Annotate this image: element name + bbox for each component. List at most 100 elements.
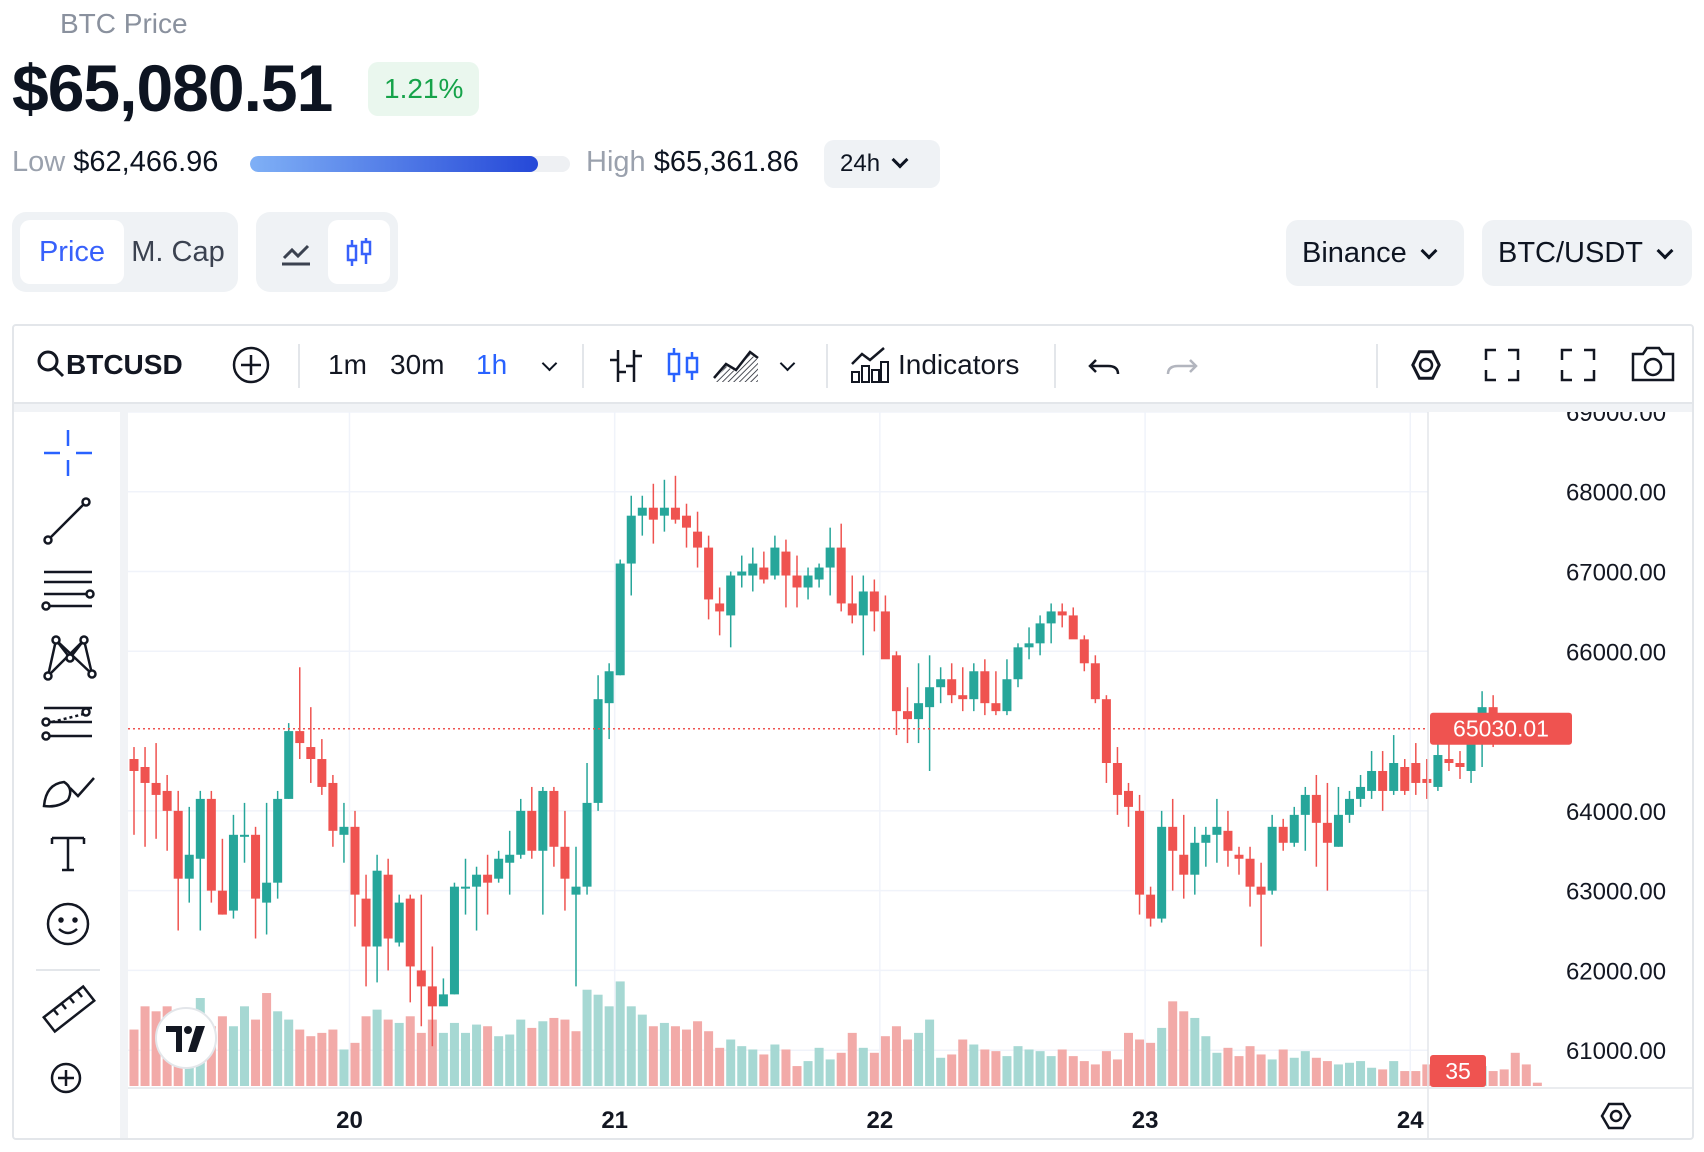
tradingview-logo[interactable]	[155, 1007, 217, 1069]
toolbar-separator	[826, 344, 828, 388]
volume-bar	[1223, 1047, 1233, 1086]
volume-bar	[582, 989, 592, 1086]
candle-body	[1201, 834, 1211, 843]
candle-body	[825, 547, 835, 568]
candle-body	[991, 703, 1001, 712]
y-tick-label: 61000.00	[1566, 1038, 1666, 1065]
current-price-value: 65030.01	[1453, 716, 1549, 742]
emoji-icon[interactable]	[46, 902, 90, 946]
axis-settings-icon[interactable]	[1600, 1102, 1632, 1130]
symbol-search[interactable]: BTCUSD	[36, 326, 202, 404]
volume-bar	[228, 1026, 238, 1086]
indicators-button[interactable]: Indicators	[848, 326, 1036, 404]
redo-button[interactable]	[1160, 326, 1204, 404]
chart-toolbar: BTCUSD 1m 30m 1h	[14, 326, 1692, 404]
interval-1m[interactable]: 1m	[328, 349, 367, 380]
fib-icon[interactable]	[41, 570, 95, 611]
candle-body	[1389, 763, 1399, 791]
trend-line-icon[interactable]	[43, 497, 91, 545]
settings-button[interactable]	[1402, 326, 1450, 404]
candle-body	[1046, 611, 1056, 624]
volume-bar	[140, 1006, 150, 1086]
chart-plot-area[interactable]: 69000.00 68000.00 67000.00 66000.00 64000.00…	[128, 400, 1692, 1138]
candle-body	[803, 575, 813, 588]
candle-body	[1311, 794, 1321, 823]
redo-icon	[1166, 359, 1198, 375]
symbol-name: BTCUSD	[66, 349, 183, 380]
tab-price[interactable]: Price	[20, 220, 124, 284]
candle-body	[1024, 643, 1034, 648]
volume-bar	[427, 1019, 437, 1086]
text-icon[interactable]	[50, 836, 86, 872]
candle-body	[240, 834, 249, 837]
volume-bar	[1201, 1036, 1211, 1086]
zoom-icon[interactable]	[50, 1062, 82, 1094]
volume-bar	[262, 993, 272, 1086]
volume-bar	[516, 1019, 526, 1086]
screenshot-button[interactable]	[1628, 326, 1678, 404]
undo-button[interactable]	[1082, 326, 1126, 404]
crosshair-icon[interactable]	[44, 430, 92, 476]
tab-market-cap[interactable]: M. Cap	[131, 236, 225, 268]
pair-dropdown[interactable]: BTC/USDT	[1482, 220, 1692, 286]
volume-bar	[394, 1022, 404, 1086]
candle-body	[1322, 822, 1332, 843]
interval-dropdown[interactable]	[541, 326, 568, 404]
interval-30m[interactable]: 30m	[390, 349, 445, 380]
volume-bar	[880, 1036, 890, 1086]
volume-bar	[383, 1019, 393, 1086]
candle-view-button[interactable]	[328, 220, 390, 284]
compare-button[interactable]	[230, 326, 276, 404]
ruler-icon[interactable]	[42, 984, 96, 1034]
candle-body	[472, 874, 482, 887]
brush-icon[interactable]	[42, 777, 95, 808]
candle-body	[560, 846, 570, 879]
candle-body	[162, 790, 172, 811]
volume-bar	[151, 1011, 161, 1086]
candle-body	[1378, 770, 1388, 791]
candle-body	[637, 507, 647, 516]
bars-style-button[interactable]	[602, 326, 648, 404]
pattern-icon[interactable]	[43, 635, 97, 681]
maximize-button[interactable]	[1556, 326, 1600, 404]
interval-1h[interactable]: 1h	[476, 349, 508, 380]
chart-style-toggle	[256, 212, 398, 292]
forecast-icon[interactable]	[41, 706, 93, 741]
candle-body	[626, 515, 636, 564]
volume-bar	[659, 1022, 669, 1086]
chart-type-dropdown[interactable]	[779, 326, 804, 404]
chevron-down-icon	[779, 355, 796, 372]
candles-style-button[interactable]	[660, 326, 706, 404]
volume-bar	[1267, 1059, 1277, 1086]
volume-bar	[715, 1047, 725, 1086]
exchange-dropdown[interactable]: Binance	[1286, 220, 1464, 286]
volume-bar	[1090, 1064, 1100, 1086]
volume-bar	[1256, 1054, 1266, 1086]
x-tick-label: 21	[601, 1107, 628, 1134]
fullscreen-button[interactable]	[1480, 326, 1524, 404]
range-bar	[250, 156, 570, 172]
line-view-button[interactable]	[264, 220, 324, 284]
candle-body	[903, 711, 912, 720]
plus-circle-icon	[232, 346, 270, 384]
volume-bar	[549, 1017, 559, 1086]
x-tick-label: 22	[867, 1107, 894, 1134]
toolbar-separator	[298, 344, 300, 388]
candle-body	[582, 802, 592, 887]
candle-body	[1444, 759, 1454, 764]
period-dropdown[interactable]: 24h	[824, 140, 940, 188]
volume-bar	[648, 1026, 658, 1086]
volume-bar	[1179, 1011, 1189, 1086]
candle-body	[1422, 778, 1432, 783]
candle-body	[538, 790, 548, 851]
volume-bar	[891, 1026, 901, 1086]
candle-body	[858, 591, 868, 616]
candle-body	[670, 507, 680, 520]
candle-body	[925, 687, 935, 708]
volume-bar	[350, 1042, 360, 1086]
volume-bar	[958, 1039, 968, 1086]
area-style-button[interactable]	[710, 326, 762, 404]
area-chart-icon	[713, 350, 759, 382]
candle-body	[947, 679, 957, 696]
candle-body	[1345, 798, 1354, 815]
